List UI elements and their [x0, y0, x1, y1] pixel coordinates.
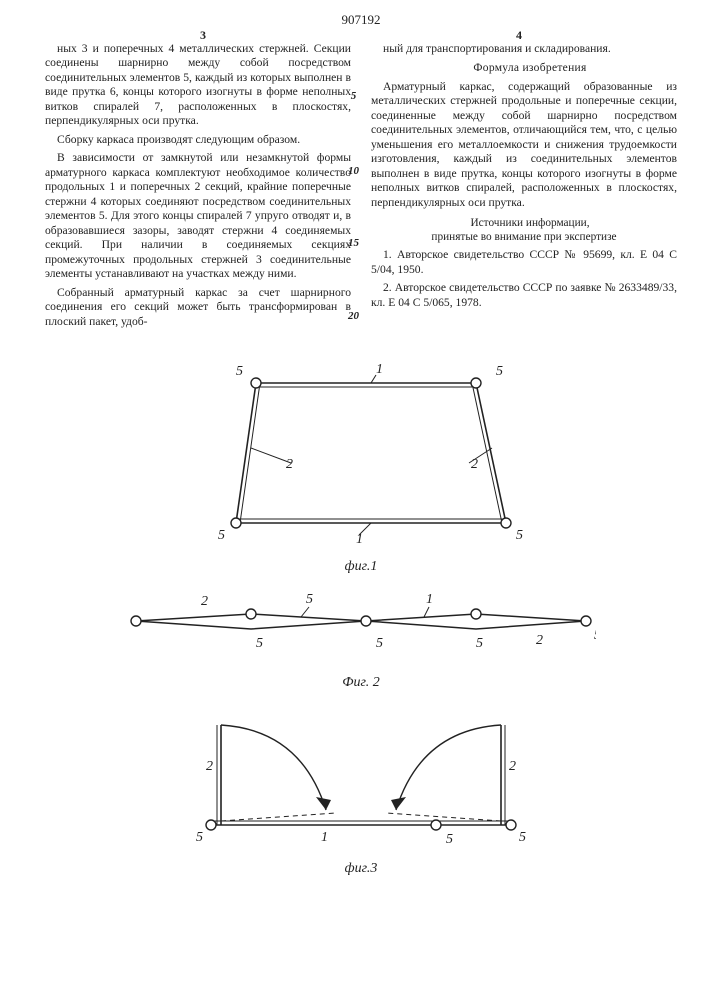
svg-text:5: 5 — [594, 628, 596, 643]
svg-text:5: 5 — [446, 832, 453, 847]
para: 2. Авторское свидетельство СССР по заявк… — [371, 281, 677, 310]
svg-text:5: 5 — [376, 636, 383, 651]
right-column: ный для транспортирования и складировани… — [371, 42, 677, 333]
patent-number: 907192 — [45, 12, 677, 28]
page-root: 907192 3 4 ных 3 и поперечных 4 металлич… — [0, 0, 707, 1000]
figure-3: 2 2 5 1 5 5 — [161, 705, 561, 855]
svg-text:2: 2 — [536, 633, 543, 648]
fig3-caption: фиг.3 — [45, 861, 677, 877]
figure-2: 2 5 1 5 5 5 2 5 — [126, 589, 596, 669]
svg-text:2: 2 — [206, 759, 213, 774]
para: В зависимости от замкнутой или незамкнут… — [45, 151, 351, 281]
svg-text:5: 5 — [519, 830, 526, 845]
svg-text:5: 5 — [496, 364, 503, 379]
svg-text:1: 1 — [376, 362, 383, 377]
formula-heading: Формула изобретения — [371, 61, 677, 75]
svg-text:5: 5 — [236, 364, 243, 379]
line-num: 20 — [348, 310, 359, 322]
svg-text:2: 2 — [286, 457, 293, 472]
para: ных 3 и поперечных 4 металлических стерж… — [45, 42, 351, 129]
figures: 5 5 1 2 2 5 1 5 фиг.1 2 5 1 5 5 5 2 5 Фиг. 2 2 2 5 1 5 5 фи… — [45, 353, 677, 877]
svg-text:2: 2 — [509, 759, 516, 774]
para: Собранный арматурный каркас за счет шарн… — [45, 286, 351, 329]
svg-text:5: 5 — [306, 592, 313, 607]
svg-text:1: 1 — [356, 532, 363, 547]
svg-text:5: 5 — [256, 636, 263, 651]
line-num: 10 — [348, 165, 359, 177]
svg-text:1: 1 — [426, 592, 433, 607]
svg-text:1: 1 — [321, 830, 328, 845]
text-columns: ных 3 и поперечных 4 металлических стерж… — [45, 42, 677, 333]
para: Арматурный каркас, содержащий образованн… — [371, 80, 677, 210]
para: ный для транспортирования и складировани… — [371, 42, 677, 56]
svg-text:5: 5 — [218, 528, 225, 543]
figure-1: 5 5 1 2 2 5 1 5 — [176, 353, 546, 553]
fig2-caption: Фиг. 2 — [45, 675, 677, 691]
svg-text:2: 2 — [471, 457, 478, 472]
para: 1. Авторское свидетельство СССР № 95699,… — [371, 248, 677, 277]
svg-text:5: 5 — [516, 528, 523, 543]
para: Сборку каркаса производят следующим обра… — [45, 133, 351, 147]
svg-text:2: 2 — [201, 594, 208, 609]
col-num-3: 3 — [200, 28, 206, 43]
svg-text:5: 5 — [196, 830, 203, 845]
sources-heading: Источники информации, принятые во вниман… — [371, 216, 677, 244]
fig1-caption: фиг.1 — [45, 559, 677, 575]
line-num: 15 — [348, 237, 359, 249]
left-column: ных 3 и поперечных 4 металлических стерж… — [45, 42, 351, 333]
col-num-4: 4 — [516, 28, 522, 43]
line-num: 5 — [351, 90, 357, 102]
svg-text:5: 5 — [476, 636, 483, 651]
